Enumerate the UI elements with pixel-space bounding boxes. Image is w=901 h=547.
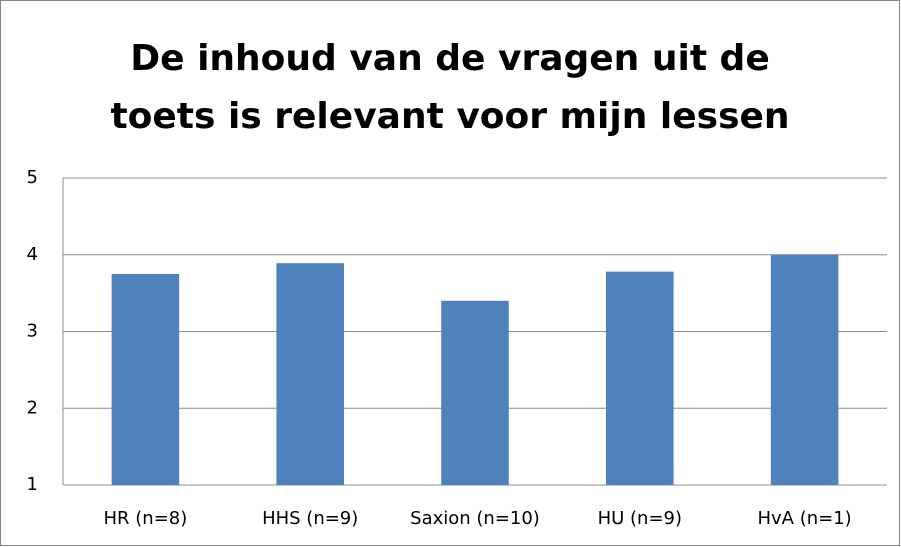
bar bbox=[441, 300, 509, 485]
x-tick-label: HU (n=9) bbox=[598, 508, 682, 529]
bar bbox=[276, 263, 344, 485]
y-tick-label: 2 bbox=[27, 397, 38, 418]
y-tick-label: 4 bbox=[27, 244, 38, 265]
chart-title: toets is relevant voor mijn lessen bbox=[110, 96, 789, 137]
x-tick-label: HHS (n=9) bbox=[262, 508, 358, 529]
y-tick-label: 1 bbox=[27, 474, 38, 495]
y-tick-label: 3 bbox=[27, 321, 38, 342]
x-tick-label: HR (n=8) bbox=[104, 508, 188, 529]
chart-title: De inhoud van de vragen uit de bbox=[130, 38, 770, 79]
bar bbox=[606, 271, 674, 485]
x-tick-label: Saxion (n=10) bbox=[410, 508, 540, 529]
y-tick-label: 5 bbox=[27, 167, 38, 188]
bar bbox=[770, 254, 839, 485]
x-tick-label: HvA (n=1) bbox=[757, 508, 851, 529]
bar bbox=[111, 273, 180, 485]
